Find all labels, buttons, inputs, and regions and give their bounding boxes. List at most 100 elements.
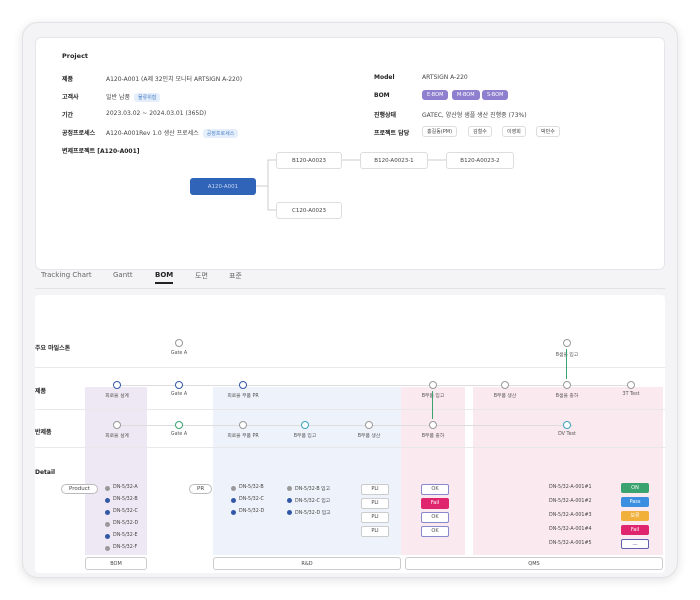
status-dot [231,498,236,503]
qms-item[interactable]: DN-5/32-A-001#2 [549,499,592,504]
semi-step-circle[interactable] [429,421,437,429]
semi-step-label: 회로물 부품 PR [227,434,259,439]
milestone-circle[interactable] [175,339,183,347]
pr-item-received[interactable]: DN-5/32-C 입고 [295,499,331,504]
tab-bar: Tracking Chart Gantt BOM 도면 표준 [41,269,661,289]
tab-standard[interactable]: 표준 [229,272,242,280]
app-window: Project 제품 A120-A001 (A제 32인치 모니터 ARTSIG… [22,22,678,578]
person-chip[interactable]: 이영희 [502,126,526,137]
semi-step-circle[interactable] [563,421,571,429]
tab-tracking-chart[interactable]: Tracking Chart [41,271,92,279]
qc-box[interactable]: OK [421,526,449,537]
row-divider [35,409,665,410]
pli-box[interactable]: PLI [361,484,389,495]
bom-item[interactable]: DN-5/32-C [113,509,138,514]
qc-box[interactable]: OK [421,484,449,495]
product-step-label: B부품 생산 [493,394,517,399]
arrow-up-line [432,391,433,419]
semi-step-label: 회로물 설계 [105,434,129,439]
product-pill[interactable]: Product [61,484,98,494]
person-chip[interactable]: 홍길동(PM) [422,126,458,137]
field-value-status: GATEC, 양산형 샘플 생산 진행중 (73%) [422,112,527,119]
product-step-label: 회로물 설계 [105,394,129,399]
product-step-label: Gate A [170,392,188,397]
row-label-semi: 반제품 [35,429,52,436]
semi-step-circle[interactable] [365,421,373,429]
person-chip[interactable]: 김철수 [468,126,492,137]
status-dot [105,522,110,527]
footer-bom[interactable]: BOM [85,557,147,570]
pr-item-received[interactable]: DN-5/32-B 입고 [295,487,330,492]
status-dot [231,510,236,515]
pr-pill[interactable]: PR [189,484,213,494]
pli-box[interactable]: PLI [361,526,389,537]
product-step-circle[interactable] [239,381,247,389]
product-track-line [117,385,633,386]
pli-box[interactable]: PLI [361,512,389,523]
product-step-circle[interactable] [113,381,121,389]
person-chip[interactable]: 박민수 [536,126,560,137]
qc-box[interactable]: Fail [421,498,449,509]
product-step-circle[interactable] [627,381,635,389]
semi-step-label: B부품 생산 [357,434,381,439]
product-step-label: 회로물 부품 PR [227,394,259,399]
qms-item[interactable]: DN-5/32-A-001#3 [549,513,592,518]
qc-box[interactable]: OK [421,512,449,523]
bom-item[interactable]: DN-5/32-F [113,545,138,550]
bom-chip-s[interactable]: S-BOM [482,90,509,100]
qms-item[interactable]: DN-5/32-A-001#4 [549,527,592,532]
semi-step-circle[interactable] [239,421,247,429]
customer-chip[interactable]: 물류위협 [134,93,161,102]
tree-node-child2[interactable]: C120-A0023 [276,202,342,219]
product-step-label: B샘플 출하 [555,394,579,399]
footer-qms[interactable]: QMS [405,557,663,570]
product-step-circle[interactable] [175,381,183,389]
semi-step-circle[interactable] [175,421,183,429]
bom-chip-e[interactable]: E-BOM [422,90,449,100]
milestone-circle[interactable] [563,339,571,347]
tab-divider [35,288,665,289]
tree-node-root[interactable]: A120-A001 [190,178,256,195]
tree-node-child1[interactable]: B120-A0023 [276,152,342,169]
project-card: Project 제품 A120-A001 (A제 32인치 모니터 ARTSIG… [35,37,665,270]
qms-item[interactable]: DN-5/32-A-001#5 [549,541,592,546]
field-label-product: 제품 [62,76,74,83]
pr-item-received[interactable]: DN-5/32-D 입고 [295,511,331,516]
bom-item[interactable]: DN-5/32-A [113,485,138,490]
bom-item[interactable]: DN-5/32-E [113,533,138,538]
product-step-circle[interactable] [429,381,437,389]
product-step-label: B부품 입고 [421,394,445,399]
pli-box[interactable]: PLI [361,498,389,509]
product-step-circle[interactable] [563,381,571,389]
process-chip[interactable]: 공정프로세스 [202,129,239,138]
tab-gantt[interactable]: Gantt [113,271,133,279]
pr-item[interactable]: DN-5/32-C [239,497,264,502]
tree-node-grand2[interactable]: B120-A0023-2 [446,152,514,169]
field-label-status: 진행상태 [374,112,397,119]
status-dot [105,510,110,515]
semi-step-label: Gate A [170,432,188,437]
qms-status-badge: ON [621,483,649,493]
row-label-detail: Detail [35,469,56,476]
semi-step-label: DV Test [558,432,576,437]
field-value-period: 2023.03.02 ~ 2024.03.01 (365D) [106,110,207,117]
row-label-milestone: 주요 마일스톤 [35,345,71,352]
product-step-circle[interactable] [501,381,509,389]
qms-status-badge: Pass [621,497,649,507]
bom-item[interactable]: DN-5/32-D [113,521,139,526]
semi-step-circle[interactable] [301,421,309,429]
semi-step-label: B부품 출하 [421,434,445,439]
bom-item[interactable]: DN-5/32-B [113,497,138,502]
footer-rnd[interactable]: R&D [213,557,401,570]
derived-project-label: 변제프로젝트 [A120-A001] [62,148,140,155]
qms-status-badge: 보류 [621,511,649,521]
arrow-up-line [566,349,567,379]
bom-chip-m[interactable]: M-BOM [452,90,480,100]
tab-drawing[interactable]: 도면 [195,272,208,280]
pr-item[interactable]: DN-5/32-B [239,485,264,490]
pr-item[interactable]: DN-5/32-D [239,509,265,514]
tab-bom[interactable]: BOM [155,271,174,284]
semi-step-circle[interactable] [113,421,121,429]
qms-item[interactable]: DN-5/32-A-001#1 [549,485,592,490]
tree-node-grand1[interactable]: B120-A0023-1 [360,152,428,169]
